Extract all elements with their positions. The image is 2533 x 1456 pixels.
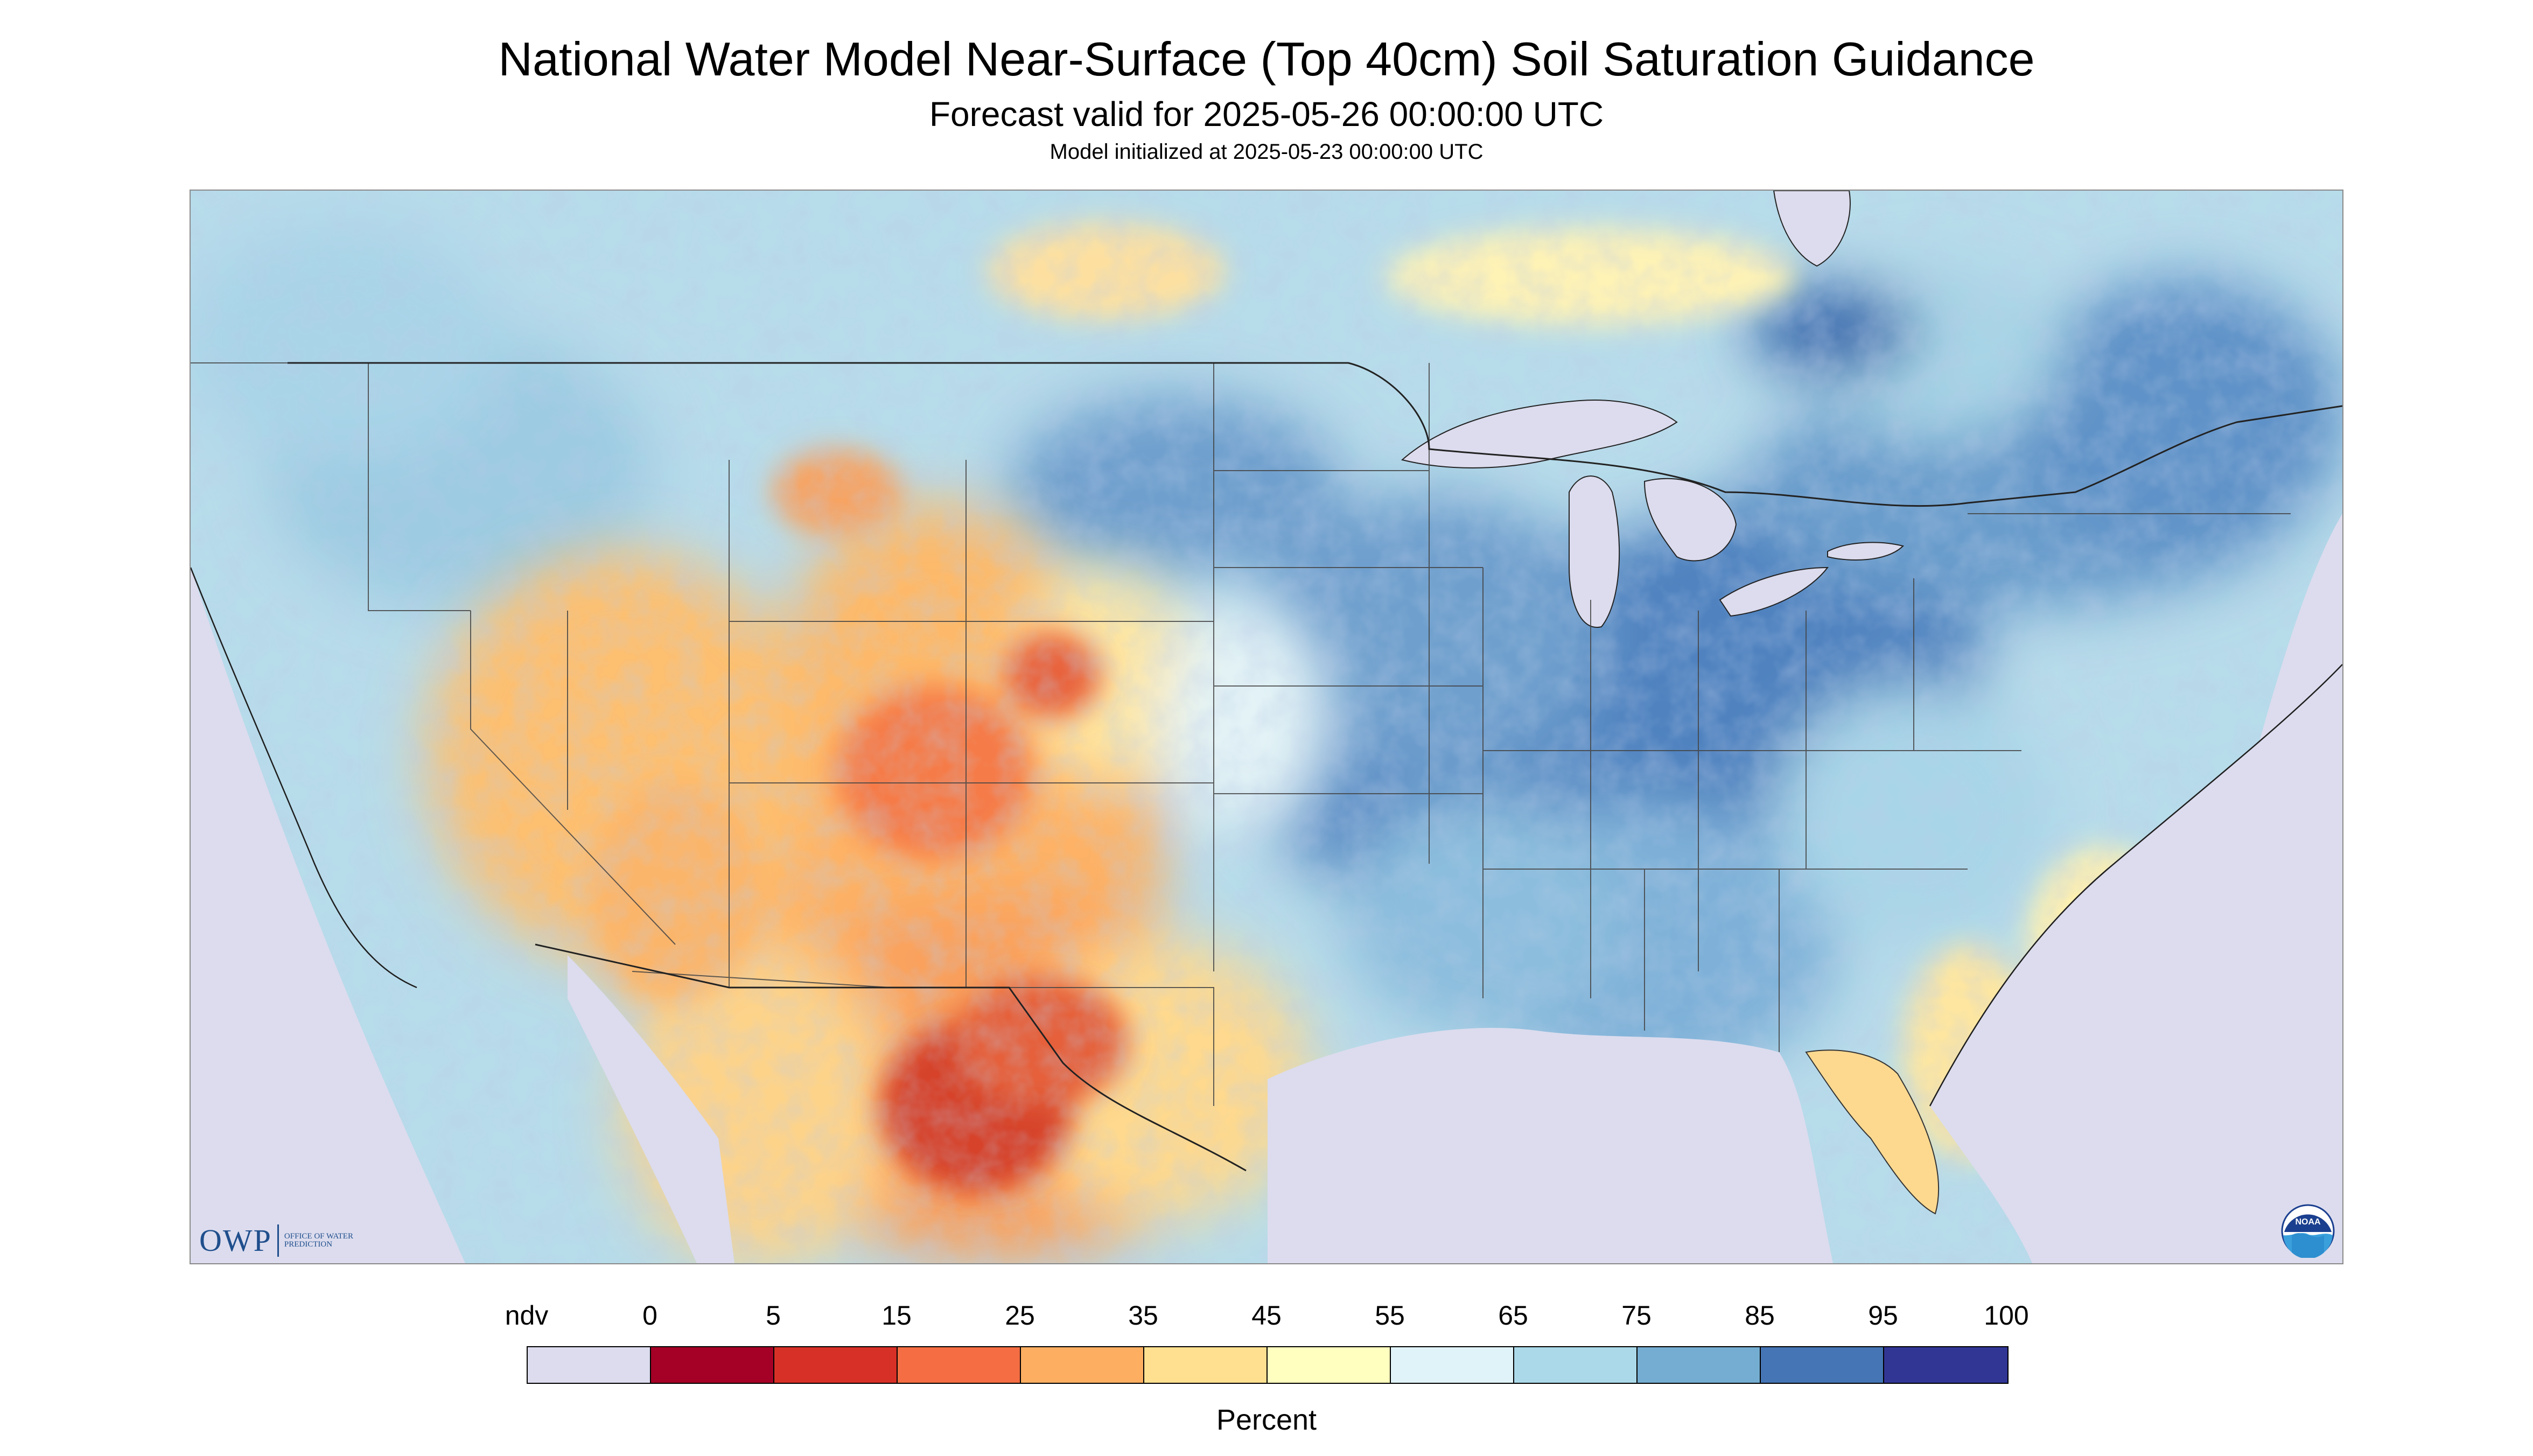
national-borders xyxy=(288,362,2342,1172)
coastlines xyxy=(191,567,2342,1107)
lake-ontario xyxy=(1827,542,1904,561)
legend-label-95: 95 xyxy=(1868,1300,1898,1331)
water-bodies xyxy=(568,191,2342,1263)
florida-peninsula xyxy=(1805,1049,1940,1215)
legend-label-0: 0 xyxy=(642,1300,657,1331)
forecast-valid-subtitle: Forecast valid for 2025-05-26 00:00:00 U… xyxy=(929,95,1604,134)
legend-label-75: 75 xyxy=(1621,1300,1652,1331)
legend-swatch-0-5 xyxy=(651,1347,774,1383)
gulf-of-mexico xyxy=(1268,1027,1833,1263)
legend-label-85: 85 xyxy=(1745,1300,1775,1331)
lake-superior xyxy=(1401,400,1678,468)
legend-swatch-45-55 xyxy=(1268,1347,1391,1383)
lake-michigan xyxy=(1569,475,1620,628)
legend-label-15: 15 xyxy=(881,1300,912,1331)
lake-huron xyxy=(1643,478,1737,562)
owp-logo-divider xyxy=(277,1224,279,1257)
legend-label-5: 5 xyxy=(766,1300,781,1331)
legend-swatch-95-100 xyxy=(1884,1347,2007,1383)
legend-labels: ndv 0 5 15 25 35 45 55 65 75 85 95 100 xyxy=(0,1302,2533,1340)
legend-label-55: 55 xyxy=(1375,1300,1405,1331)
legend-swatch-5-15 xyxy=(774,1347,898,1383)
model-init-subtitle: Model initialized at 2025-05-23 00:00:00… xyxy=(1049,140,1484,164)
noaa-logo-text: NOAA xyxy=(2295,1217,2321,1227)
legend-swatch-55-65 xyxy=(1391,1347,1514,1383)
legend-swatch-35-45 xyxy=(1144,1347,1268,1383)
legend-label-25: 25 xyxy=(1005,1300,1035,1331)
legend-swatch-75-85 xyxy=(1638,1347,1761,1383)
legend-title: Percent xyxy=(1216,1404,1317,1436)
owp-logo-wordmark: Office of Water Prediction xyxy=(284,1231,353,1249)
lake-erie xyxy=(1719,566,1829,617)
legend-label-65: 65 xyxy=(1498,1300,1528,1331)
noaa-logo: NOAA xyxy=(2281,1204,2335,1258)
legend-swatch-ndv xyxy=(528,1347,651,1383)
legend-label-45: 45 xyxy=(1251,1300,1282,1331)
legend-swatch-85-95 xyxy=(1761,1347,1884,1383)
atlantic-ocean xyxy=(1930,664,2342,1263)
legend-swatch-25-35 xyxy=(1021,1347,1144,1383)
legend-colorbar xyxy=(527,1346,2009,1384)
gulf-of-california xyxy=(568,955,734,1263)
legend-label-ndv: ndv xyxy=(505,1300,549,1331)
owp-logo: OWP Office of Water Prediction xyxy=(199,1222,365,1258)
owp-logo-mark: OWP xyxy=(199,1223,272,1258)
legend-label-100: 100 xyxy=(1984,1300,2029,1331)
legend-label-35: 35 xyxy=(1128,1300,1158,1331)
legend-swatch-65-75 xyxy=(1514,1347,1638,1383)
hudson-bay-fragment xyxy=(1773,191,1851,267)
soil-saturation-map xyxy=(190,190,2343,1264)
legend-swatch-15-25 xyxy=(898,1347,1021,1383)
map-title: National Water Model Near-Surface (Top 4… xyxy=(498,32,2035,86)
